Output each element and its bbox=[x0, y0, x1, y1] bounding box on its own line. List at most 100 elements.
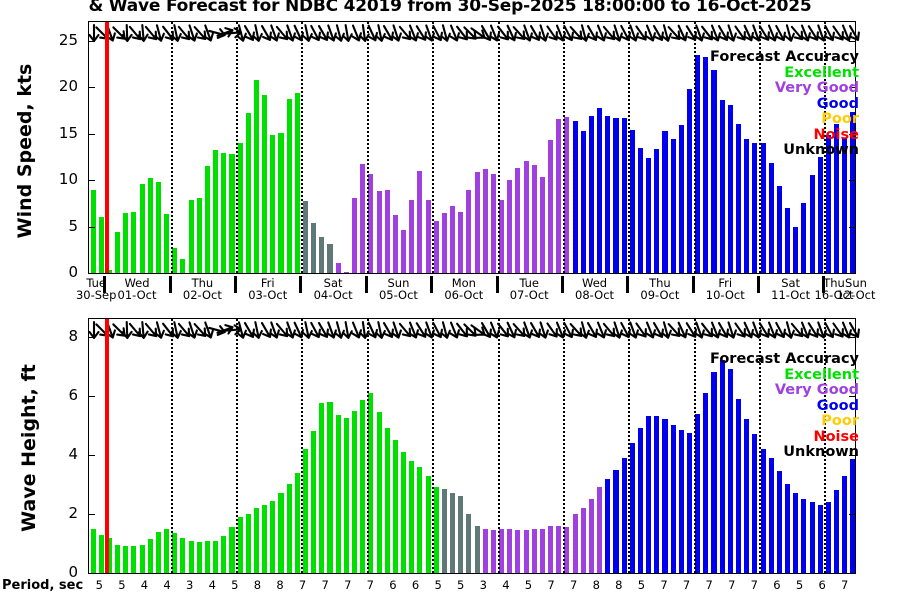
y-tick-label: 10 bbox=[58, 170, 78, 189]
bar bbox=[809, 502, 815, 573]
day-separator bbox=[234, 276, 238, 293]
period-value: 3 bbox=[185, 578, 194, 592]
bar bbox=[278, 493, 284, 573]
day-of-week: Thu bbox=[191, 276, 214, 290]
wind-direction-arrow-icon bbox=[182, 320, 200, 339]
y-tick-mark bbox=[849, 273, 856, 274]
bar bbox=[646, 416, 652, 573]
y-tick-mark bbox=[849, 226, 856, 228]
period-value: 8 bbox=[253, 578, 262, 592]
wind-direction-arrow-icon bbox=[337, 320, 355, 339]
legend-wind: Forecast Accuracy Excellent Very Good Go… bbox=[641, 49, 859, 159]
wind-direction-arrow-icon bbox=[460, 23, 478, 41]
bar bbox=[801, 203, 807, 273]
day-separator bbox=[822, 276, 826, 293]
bar bbox=[785, 484, 791, 573]
day-of-week: Mon bbox=[895, 277, 900, 289]
bar bbox=[351, 197, 358, 273]
bar bbox=[384, 428, 390, 573]
y-tick-mark bbox=[88, 454, 95, 456]
bar bbox=[384, 190, 390, 273]
legend-item-unknown: Unknown bbox=[783, 444, 859, 460]
bar bbox=[499, 528, 505, 573]
wind-direction-arrow-icon bbox=[640, 320, 658, 339]
wind-direction-arrow-icon bbox=[533, 320, 551, 339]
bar bbox=[499, 199, 505, 273]
bar bbox=[417, 466, 423, 573]
bar bbox=[711, 70, 717, 273]
day-of-week: Fri bbox=[718, 276, 733, 290]
y-tick-mark bbox=[849, 87, 856, 89]
bar bbox=[327, 244, 333, 273]
day-date: 11-Oct bbox=[771, 288, 811, 302]
bar bbox=[727, 104, 733, 273]
legend-heading: Forecast Accuracy bbox=[710, 49, 859, 65]
bar bbox=[670, 139, 676, 273]
wind-direction-arrow-icon bbox=[264, 320, 282, 339]
wind-direction-arrow-icon bbox=[435, 23, 453, 42]
bar bbox=[425, 199, 431, 273]
wind-direction-arrow-icon bbox=[386, 320, 404, 339]
y-tick-label: 5 bbox=[68, 216, 78, 235]
day-label: Thu 02-Oct bbox=[176, 277, 228, 301]
day-of-week: Sun bbox=[845, 276, 867, 290]
bar bbox=[450, 493, 456, 573]
bar bbox=[286, 484, 292, 573]
bar bbox=[695, 54, 701, 273]
bar bbox=[131, 211, 137, 273]
period-value: 5 bbox=[118, 578, 126, 592]
wind-direction-arrow-icon bbox=[166, 23, 184, 42]
bar bbox=[327, 401, 333, 573]
chart-title: & Wave Forecast for NDBC 42019 from 30-S… bbox=[88, 0, 812, 16]
bar bbox=[106, 537, 112, 573]
period-value: 4 bbox=[163, 578, 171, 592]
bar bbox=[768, 163, 774, 273]
bar bbox=[662, 130, 668, 273]
wind-direction-arrow-icon bbox=[779, 320, 797, 339]
bar bbox=[253, 508, 260, 573]
day-separator bbox=[756, 276, 760, 293]
day-of-week: Mon bbox=[451, 276, 476, 290]
period-value: 7 bbox=[344, 578, 352, 592]
wind-direction-arrow-icon bbox=[117, 23, 135, 43]
bar bbox=[335, 415, 341, 573]
wind-direction-arrow-icon bbox=[395, 23, 413, 41]
wind-direction-arrow-icon bbox=[346, 23, 364, 42]
bar bbox=[825, 135, 831, 273]
bar bbox=[752, 434, 758, 573]
current-time-line bbox=[105, 319, 110, 573]
y-tick-mark bbox=[88, 513, 95, 515]
bar bbox=[809, 175, 815, 273]
y-tick-mark bbox=[849, 573, 856, 574]
wind-direction-arrow-icon bbox=[231, 320, 249, 339]
wind-direction-arrow-icon bbox=[517, 23, 535, 42]
bar bbox=[572, 513, 578, 573]
bar bbox=[278, 132, 284, 273]
day-gridline bbox=[301, 319, 304, 573]
y-tick-mark bbox=[849, 454, 856, 456]
bar bbox=[401, 451, 407, 573]
wind-direction-arrow-icon bbox=[198, 23, 216, 42]
period-value: 3 bbox=[479, 578, 487, 592]
bar bbox=[588, 115, 594, 273]
day-gridline bbox=[628, 319, 631, 573]
wind-direction-arrow-icon bbox=[452, 23, 470, 41]
bar bbox=[221, 153, 227, 273]
wind-direction-arrow-icon bbox=[133, 23, 151, 43]
bar bbox=[139, 183, 145, 273]
y-tick-mark bbox=[849, 40, 856, 42]
wind-direction-arrow-icon bbox=[795, 23, 813, 42]
day-date: 01-Oct bbox=[117, 288, 157, 302]
day-label: Sat 11-Oct bbox=[765, 277, 817, 301]
wind-direction-arrow-icon bbox=[672, 320, 690, 339]
bar bbox=[719, 100, 725, 273]
bar bbox=[311, 222, 317, 273]
day-gridline bbox=[628, 22, 631, 273]
day-label: Mon 06-Oct bbox=[438, 277, 490, 301]
y-tick-mark bbox=[88, 226, 95, 228]
wind-direction-arrow-icon bbox=[844, 23, 862, 41]
day-date: 04-Oct bbox=[313, 288, 353, 302]
day-of-week: Tue bbox=[86, 276, 106, 290]
wind-direction-arrow-icon bbox=[337, 23, 355, 42]
